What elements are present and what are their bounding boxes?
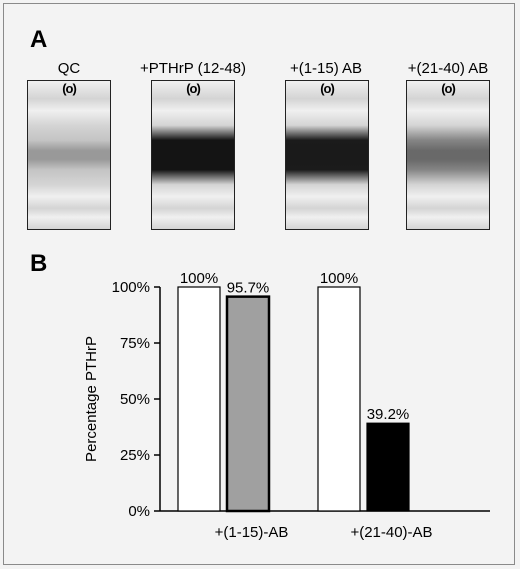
x-category-label: +(21-40)-AB xyxy=(350,524,432,541)
strip-label-qc: QC xyxy=(57,60,81,77)
y-tick-label: 0% xyxy=(128,503,150,520)
bar-value-label: 100% xyxy=(180,270,218,287)
x-category-label: +(1-15)-AB xyxy=(215,524,289,541)
strip-label-1-15: +(1-15) AB xyxy=(289,60,363,77)
y-tick-label: 50% xyxy=(120,391,150,408)
blot-strip-qc: (o) xyxy=(27,80,111,230)
sample-well-icon: (o) xyxy=(441,81,456,96)
strip-label-pthrp: +PTHrP (12-48) xyxy=(139,60,247,77)
strip-label-21-40: +(21-40) AB xyxy=(407,60,489,77)
bar-value-label: 95.7% xyxy=(227,280,270,297)
sample-well-icon: (o) xyxy=(62,81,77,96)
bar-value-label: 100% xyxy=(320,270,358,287)
sample-well-icon: (o) xyxy=(186,81,201,96)
y-tick-label: 25% xyxy=(120,447,150,464)
blot-strip-pthrp: (o) xyxy=(151,80,235,230)
bar xyxy=(177,286,221,512)
sample-well-icon: (o) xyxy=(320,81,335,96)
bar xyxy=(366,422,410,512)
bar xyxy=(225,295,271,513)
blot-strip-1-15: (o) xyxy=(285,80,369,230)
y-axis-label: Percentage PTHrP xyxy=(83,336,100,462)
blot-strip-21-40: (o) xyxy=(406,80,490,230)
panel-a-letter: A xyxy=(30,26,48,53)
y-tick-label: 75% xyxy=(120,335,150,352)
panel-b-letter: B xyxy=(30,250,48,277)
y-tick-label: 100% xyxy=(112,279,150,296)
bar xyxy=(317,286,361,512)
bar-value-label: 39.2% xyxy=(367,406,410,423)
